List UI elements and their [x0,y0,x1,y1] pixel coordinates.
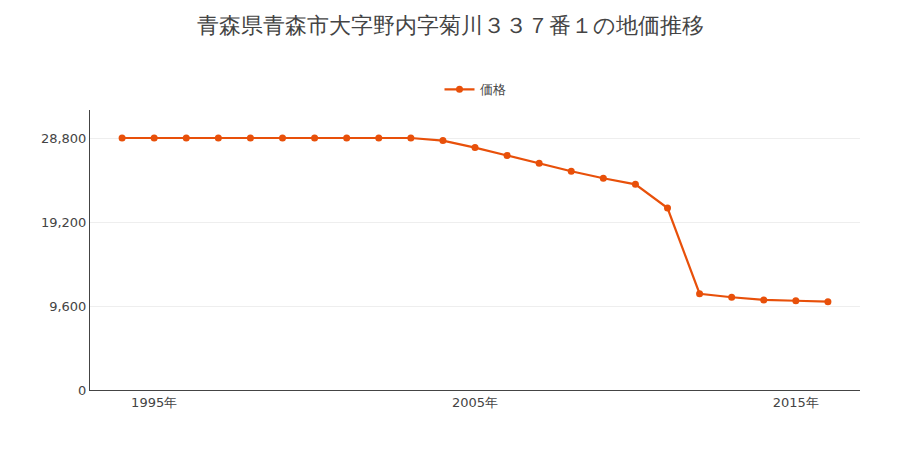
svg-text:価格: 価格 [480,82,506,97]
svg-text:19,200: 19,200 [41,215,87,230]
svg-text:9,600: 9,600 [49,299,86,314]
svg-text:0: 0 [78,383,86,398]
svg-text:2005年: 2005年 [452,395,498,410]
svg-text:青森県青森市大字野内字菊川３３７番１の地価推移: 青森県青森市大字野内字菊川３３７番１の地価推移 [197,13,704,38]
svg-text:28,800: 28,800 [41,131,87,146]
svg-text:2015年: 2015年 [773,395,819,410]
svg-text:1995年: 1995年 [131,395,177,410]
